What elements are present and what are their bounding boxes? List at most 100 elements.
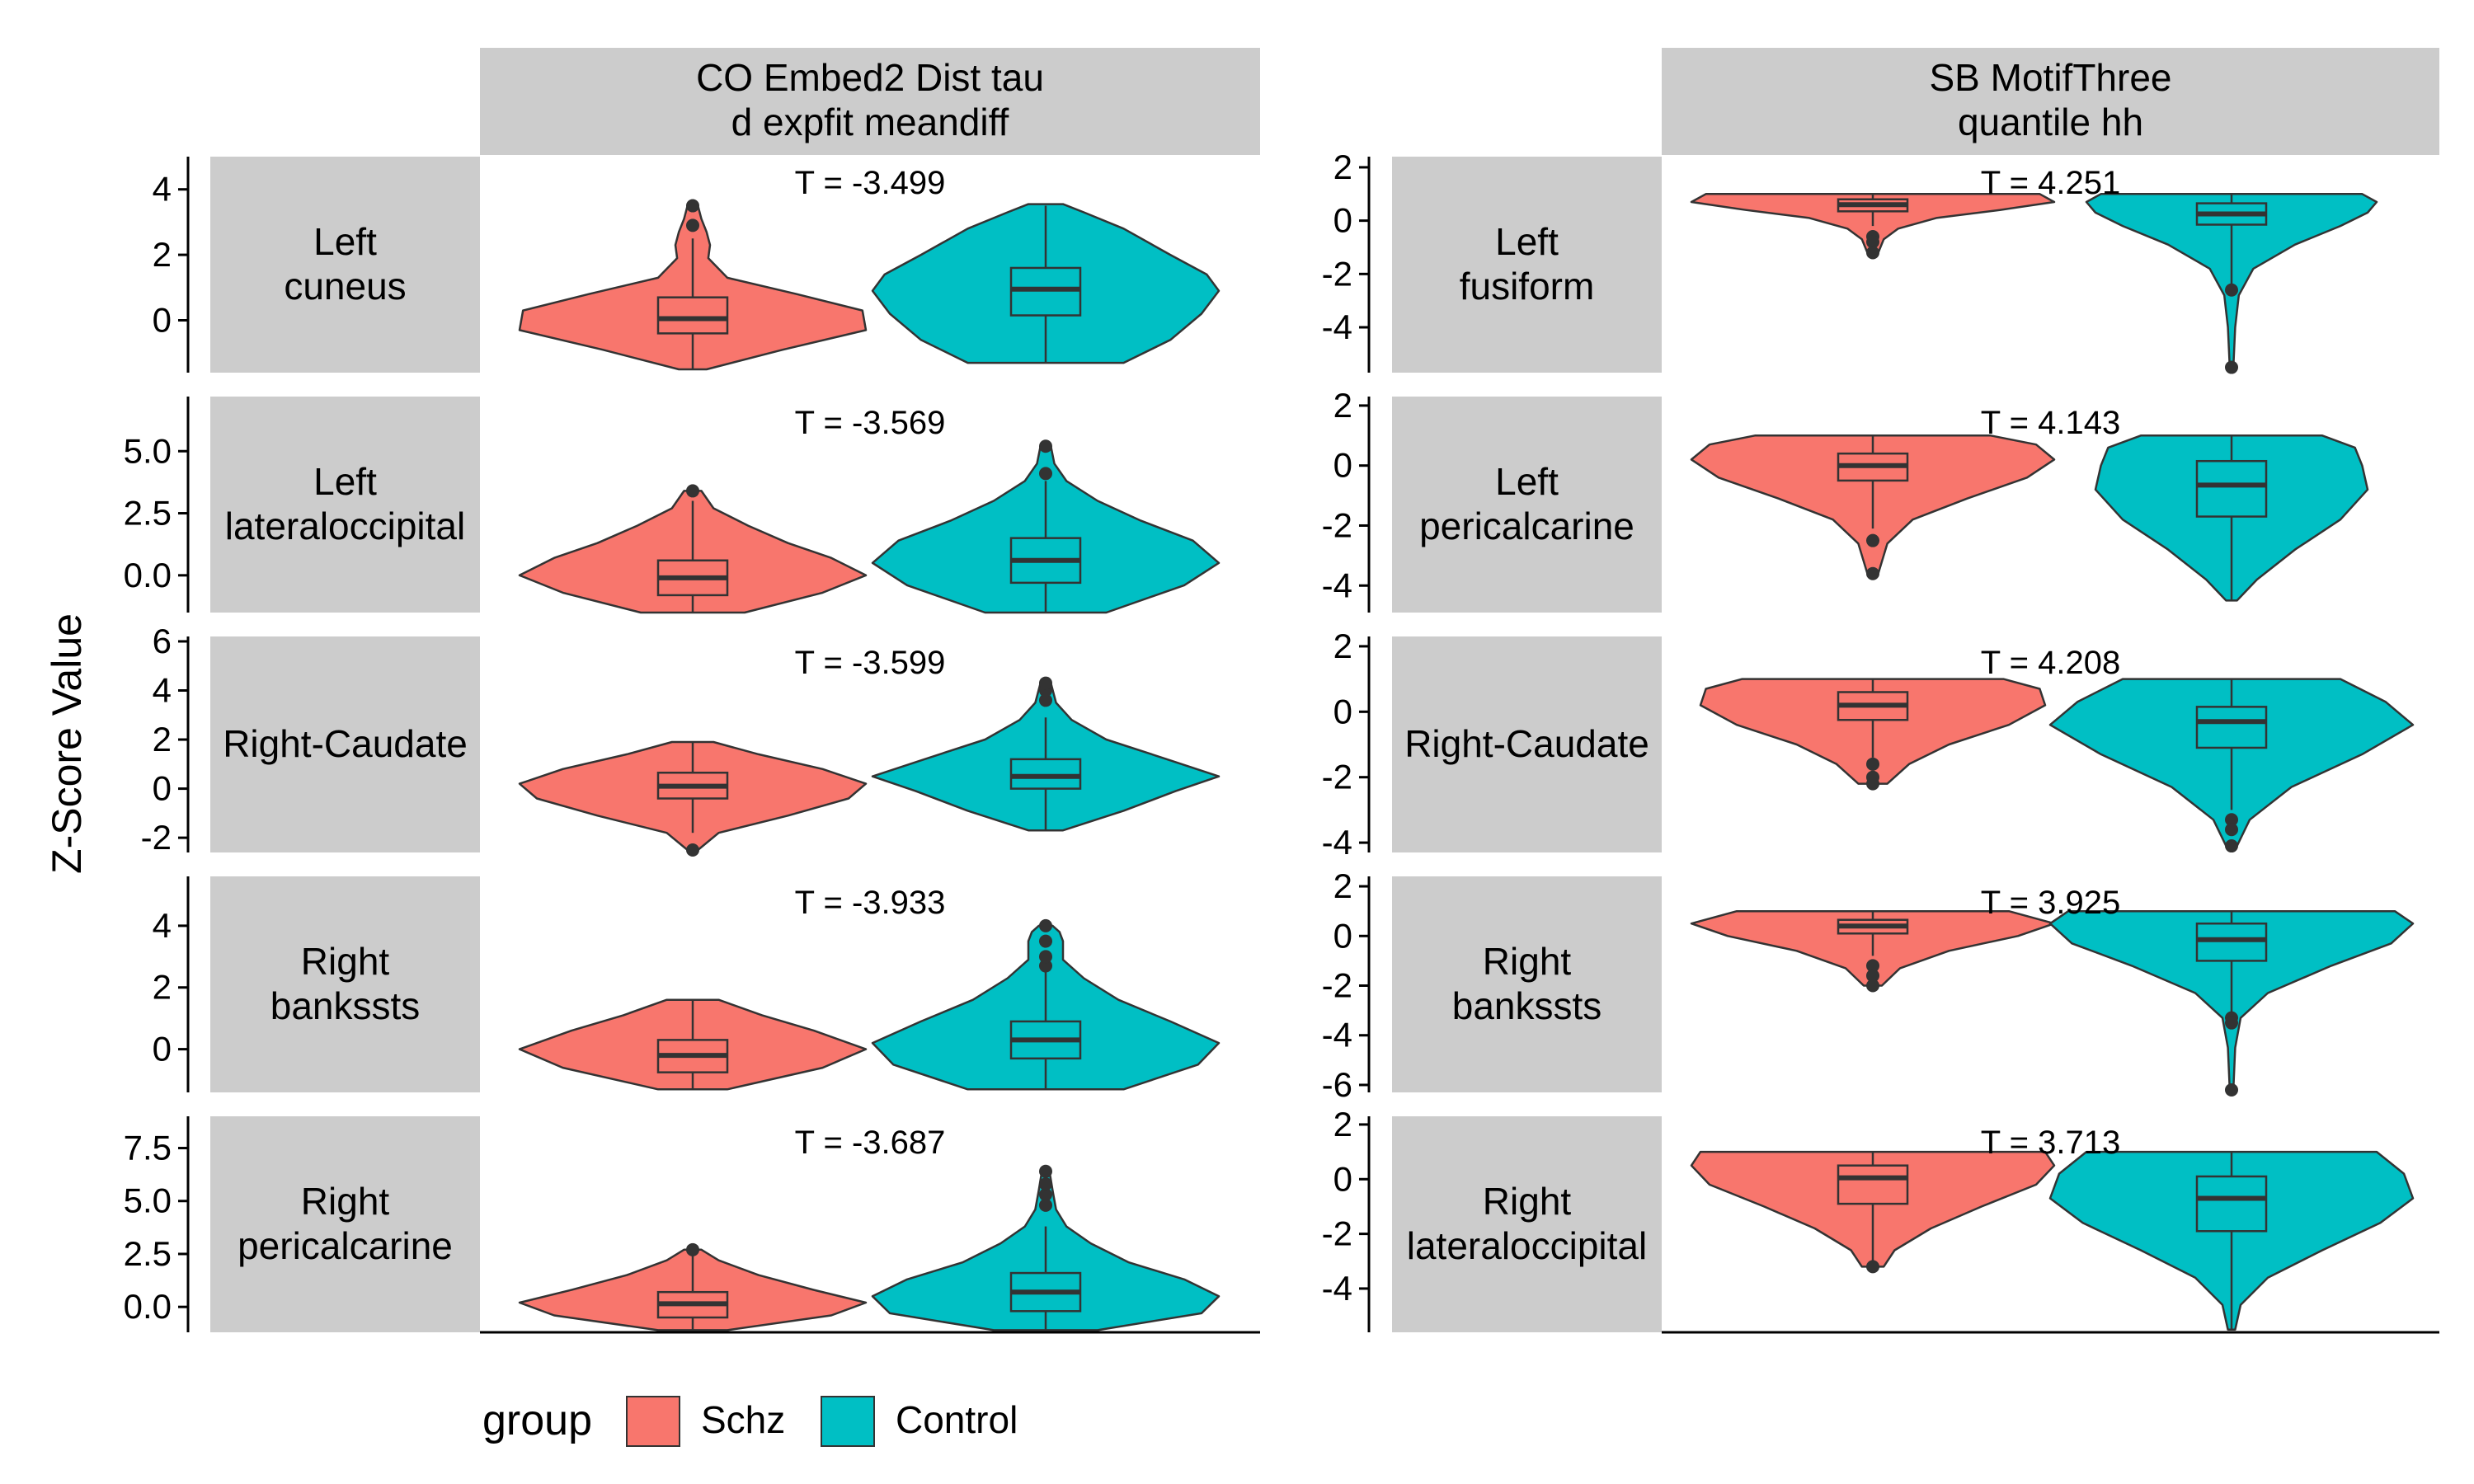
outlier-point	[2225, 839, 2238, 853]
y-tick-label: 2.5	[124, 1234, 172, 1273]
legend-key-schz	[626, 1396, 680, 1447]
y-tick-label: 2	[1333, 148, 1352, 186]
outlier-point	[1039, 959, 1052, 973]
t-statistic-label: T = 3.713	[1981, 1125, 2120, 1161]
row-strip	[1392, 876, 1662, 1092]
t-statistic-label: T = -3.569	[795, 405, 946, 441]
region-label: pericalcarine	[1419, 505, 1634, 547]
region-label: Right	[1483, 940, 1572, 983]
legend-title: group	[482, 1397, 592, 1444]
row-strip	[1392, 157, 1662, 373]
y-tick-label: 0	[153, 300, 172, 339]
region-label: cuneus	[284, 265, 406, 308]
y-tick-label: -2	[141, 818, 172, 857]
y-tick-label: 2	[153, 720, 172, 758]
region-label: Right-Caudate	[1404, 722, 1649, 765]
row-strip	[210, 397, 480, 613]
outlier-point	[2225, 813, 2238, 827]
y-tick-label: 5.0	[124, 1181, 172, 1220]
box-schz	[656, 296, 729, 335]
outlier-point	[686, 1242, 699, 1256]
column-header-strip	[480, 48, 1260, 155]
legend-label-control: Control	[896, 1398, 1018, 1441]
outlier-point	[1039, 439, 1052, 453]
y-tick-label: -2	[1322, 758, 1352, 796]
y-tick-label: -4	[1322, 566, 1352, 604]
t-statistic-label: T = -3.687	[795, 1125, 946, 1161]
y-tick-label: 5.0	[124, 431, 172, 470]
y-tick-label: 2.5	[124, 494, 172, 533]
y-tick-label: 0	[1333, 692, 1352, 730]
y-tick-label: -2	[1322, 505, 1352, 544]
outlier-point	[1866, 959, 1879, 973]
legend-label-schz: Schz	[701, 1398, 785, 1441]
region-label: fusiform	[1460, 265, 1595, 308]
y-tick-label: -4	[1322, 823, 1352, 862]
t-statistic-label: T = 4.143	[1981, 405, 2120, 441]
outlier-point	[2225, 823, 2238, 837]
region-label: Right	[1483, 1180, 1572, 1223]
y-tick-label: 4	[153, 906, 172, 945]
row-strip	[1392, 1116, 1662, 1332]
y-tick-label: 2	[1333, 1105, 1352, 1144]
y-tick-label: -2	[1322, 1214, 1352, 1253]
t-statistic-label: T = 4.208	[1981, 645, 2120, 681]
row-strip	[210, 876, 480, 1092]
outlier-point	[1866, 246, 1879, 260]
outlier-point	[2225, 1016, 2238, 1030]
region-label: Left	[313, 460, 377, 503]
y-tick-label: 0	[153, 1030, 172, 1068]
y-tick-label: 4	[153, 170, 172, 209]
y-tick-label: 2	[1333, 386, 1352, 425]
y-tick-label: 0.0	[124, 1287, 172, 1326]
y-tick-label: 2	[1333, 627, 1352, 665]
outlier-point	[1866, 979, 1879, 993]
outlier-point	[1866, 1260, 1879, 1274]
t-statistic-label: T = -3.599	[795, 645, 946, 681]
region-label: bankssts	[270, 984, 421, 1027]
region-label: Left	[1495, 220, 1559, 263]
y-tick-label: -4	[1322, 1016, 1352, 1054]
y-axis-title: Z-Score Value	[44, 613, 90, 874]
outlier-point	[1039, 1188, 1052, 1202]
y-tick-label: 0	[1333, 201, 1352, 240]
outlier-point	[1866, 757, 1879, 771]
row-strip	[1392, 397, 1662, 613]
y-tick-label: 4	[153, 671, 172, 710]
outlier-point	[1039, 934, 1052, 948]
outlier-point	[1866, 235, 1879, 249]
y-tick-label: 6	[153, 622, 172, 660]
outlier-point	[1039, 950, 1052, 964]
column-header-title: d expfit meandiff	[731, 101, 1009, 143]
y-tick-label: 0	[153, 769, 172, 808]
region-label: bankssts	[1452, 984, 1602, 1027]
outlier-point	[2225, 360, 2238, 374]
y-tick-label: -4	[1322, 308, 1352, 346]
region-label: Right-Caudate	[223, 722, 468, 765]
y-tick-label: 0	[1333, 1159, 1352, 1198]
outlier-point	[1866, 969, 1879, 983]
t-statistic-label: T = 3.925	[1981, 885, 2120, 921]
outlier-point	[2225, 283, 2238, 297]
outlier-point	[1039, 467, 1052, 481]
t-statistic-label: T = -3.499	[795, 165, 946, 201]
column-header-title: SB MotifThree	[1930, 56, 2172, 99]
y-tick-label: -6	[1322, 1065, 1352, 1104]
y-tick-label: -2	[1322, 254, 1352, 293]
y-tick-label: 7.5	[124, 1129, 172, 1167]
y-tick-label: 0.0	[124, 556, 172, 594]
outlier-point	[1039, 693, 1052, 707]
y-tick-label: -4	[1322, 1269, 1352, 1308]
outlier-point	[686, 484, 699, 498]
y-tick-label: -2	[1322, 966, 1352, 1005]
region-label: Right	[301, 940, 390, 983]
outlier-point	[686, 199, 699, 213]
box-control	[2195, 922, 2268, 962]
y-tick-label: 2	[1333, 866, 1352, 905]
region-label: lateraloccipital	[1407, 1224, 1647, 1267]
column-header-strip	[1662, 48, 2439, 155]
legend-key-control	[821, 1396, 875, 1447]
outlier-point	[1866, 566, 1879, 580]
legend: group Schz Control	[482, 1396, 1018, 1447]
